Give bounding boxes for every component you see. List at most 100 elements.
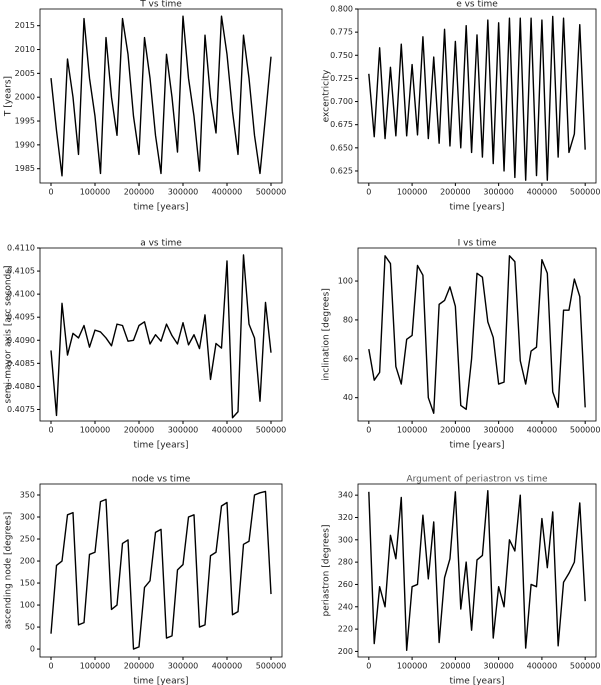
y-tick-label: 0.700 [330, 97, 353, 106]
x-tick-label: 200000 [124, 188, 155, 197]
axes-frame [39, 483, 283, 658]
y-tick-label: 0.4100 [7, 290, 35, 299]
x-tick-label: 500000 [256, 662, 287, 671]
axes-frame [357, 8, 597, 184]
y-tick-label: 0.675 [330, 120, 353, 129]
x-tick-label: 0 [366, 426, 371, 435]
axes-frame [39, 8, 283, 184]
y-tick-label: 0.800 [330, 5, 353, 14]
x-tick-label: 300000 [483, 188, 514, 197]
axes-frame [357, 247, 597, 422]
subplot-title: I vs time [458, 239, 497, 249]
x-axis-label: time [years] [134, 441, 189, 451]
x-tick-label: 0 [366, 188, 371, 197]
y-axis-label: periastron [degrees] [322, 524, 332, 616]
x-axis-label: time [years] [450, 441, 505, 451]
y-axis-label: T [years] [4, 76, 14, 117]
y-tick-label: 0.725 [330, 74, 353, 83]
subplot-title: e vs time [456, 0, 498, 10]
line-series [50, 490, 272, 650]
y-tick-label: 300 [20, 513, 35, 522]
y-tick-label: 40 [343, 393, 353, 402]
line-series [50, 254, 272, 419]
axes-frame [39, 247, 283, 422]
x-tick-label: 0 [48, 188, 53, 197]
y-tick-label: 1985 [15, 164, 35, 173]
x-tick-label: 400000 [212, 188, 243, 197]
y-tick-label: 0.775 [330, 28, 353, 37]
subplot-title: a vs time [140, 239, 182, 249]
x-tick-label: 200000 [440, 662, 471, 671]
y-tick-label: 0.650 [330, 143, 353, 152]
y-tick-label: 200 [20, 557, 35, 566]
x-tick-label: 500000 [570, 426, 601, 435]
y-tick-label: 0 [30, 645, 35, 654]
y-tick-label: 0.4105 [7, 267, 35, 276]
x-tick-label: 400000 [212, 662, 243, 671]
y-tick-label: 240 [338, 602, 353, 611]
x-axis-label: time [years] [450, 677, 505, 685]
y-tick-label: 0.625 [330, 166, 353, 175]
x-axis-label: time [years] [134, 677, 189, 685]
x-tick-label: 100000 [397, 662, 428, 671]
y-tick-label: 0.4085 [7, 359, 35, 368]
y-axis-label: ascending node [degrees] [4, 512, 14, 629]
y-tick-label: 150 [20, 579, 35, 588]
y-axis-label: semi-mayor axis [arc seconds] [4, 266, 14, 404]
x-tick-label: 300000 [483, 426, 514, 435]
y-tick-label: 220 [338, 625, 353, 634]
line-series [368, 490, 586, 651]
y-tick-label: 340 [338, 491, 353, 500]
y-tick-label: 2015 [15, 21, 35, 30]
y-tick-label: 300 [338, 535, 353, 544]
x-axis-label: time [years] [450, 203, 505, 213]
y-tick-label: 50 [25, 623, 35, 632]
y-tick-label: 1990 [15, 140, 35, 149]
subplot-title: node vs time [132, 475, 191, 485]
x-tick-label: 400000 [527, 188, 558, 197]
axes-frame [357, 483, 597, 658]
line-series [368, 255, 586, 414]
x-tick-label: 400000 [212, 426, 243, 435]
x-tick-label: 500000 [570, 188, 601, 197]
x-tick-label: 0 [48, 426, 53, 435]
y-tick-label: 250 [20, 535, 35, 544]
y-tick-label: 0.750 [330, 51, 353, 60]
x-axis-label: time [years] [134, 203, 189, 213]
y-tick-label: 0.4080 [7, 382, 35, 391]
y-tick-label: 100 [338, 277, 353, 286]
y-tick-label: 2010 [15, 45, 35, 54]
y-tick-label: 280 [338, 558, 353, 567]
y-tick-label: 200 [338, 647, 353, 656]
x-tick-label: 0 [48, 662, 53, 671]
x-tick-label: 200000 [124, 662, 155, 671]
line-series [368, 15, 586, 181]
x-tick-label: 100000 [80, 662, 111, 671]
y-tick-label: 350 [20, 491, 35, 500]
y-tick-label: 0.4095 [7, 313, 35, 322]
y-tick-label: 0.4090 [7, 336, 35, 345]
x-tick-label: 300000 [168, 662, 199, 671]
y-tick-label: 80 [343, 315, 353, 324]
y-tick-label: 100 [20, 601, 35, 610]
x-tick-label: 300000 [168, 188, 199, 197]
x-tick-label: 200000 [124, 426, 155, 435]
x-tick-label: 200000 [440, 188, 471, 197]
x-tick-label: 500000 [256, 188, 287, 197]
y-tick-label: 2000 [15, 93, 35, 102]
x-tick-label: 0 [366, 662, 371, 671]
subplot-title: Argument of periastron vs time [406, 475, 547, 485]
x-tick-label: 400000 [527, 426, 558, 435]
y-axis-label: inclination [degrees] [322, 288, 332, 381]
y-tick-label: 60 [343, 354, 353, 363]
y-tick-label: 260 [338, 580, 353, 589]
line-series [50, 15, 272, 177]
x-tick-label: 500000 [256, 426, 287, 435]
y-tick-label: 1995 [15, 117, 35, 126]
x-tick-label: 100000 [80, 188, 111, 197]
x-tick-label: 200000 [440, 426, 471, 435]
x-tick-label: 300000 [168, 426, 199, 435]
x-tick-label: 100000 [397, 188, 428, 197]
x-tick-label: 100000 [397, 426, 428, 435]
